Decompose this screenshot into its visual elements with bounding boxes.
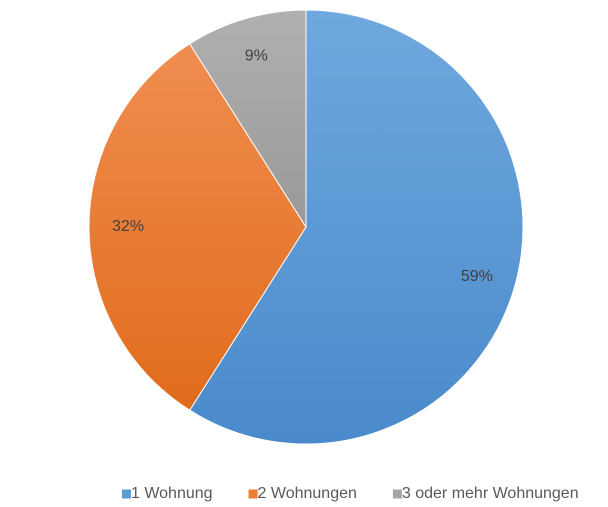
legend-text: 1 Wohnung <box>131 485 213 502</box>
pie-slice <box>189 9 307 229</box>
data-label: 59% <box>461 268 493 285</box>
pie <box>88 9 524 445</box>
data-label: 32% <box>112 218 144 235</box>
pie-slice <box>189 9 524 445</box>
legend-text: 2 Wohnungen <box>258 485 357 502</box>
legend-swatch <box>248 489 258 499</box>
legend: 1 Wohnung 2 Wohnungen 3 oder mehr Wohnunge… <box>122 485 579 502</box>
data-label: 9% <box>245 47 268 64</box>
legend-swatch <box>392 489 402 499</box>
legend-text: 3 oder mehr Wohnungen <box>402 485 579 502</box>
pie-slice <box>88 43 307 411</box>
legend-swatch <box>122 489 131 499</box>
data-labels: 59% 32% 9% <box>112 47 493 285</box>
